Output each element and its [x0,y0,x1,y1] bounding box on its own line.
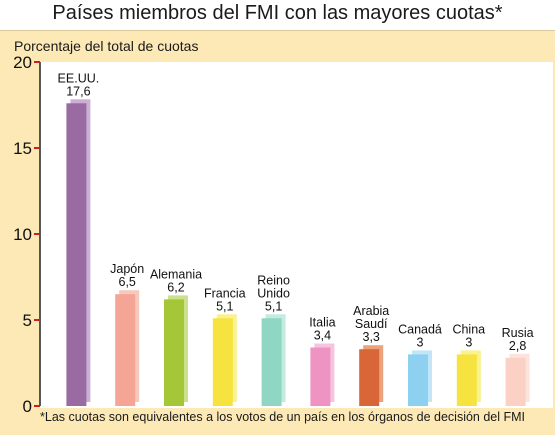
category-label: China [452,322,485,336]
bar-value-label: 3 [465,335,472,349]
category-label: Reino [257,273,290,287]
category-label: Canadá [398,322,442,336]
y-tick-label: 10 [13,225,32,244]
bar-value-label: 5,1 [265,299,282,313]
bar [505,357,526,406]
bar [456,354,477,406]
bar-value-label: 3,3 [363,330,380,344]
y-tick-label: 20 [13,53,32,72]
category-label: EE.UU. [58,71,100,85]
chart-title: Países miembros del FMI con las mayores … [52,2,503,24]
y-tick-label: 15 [13,139,32,158]
bar [66,103,87,406]
bar-value-label: 3,4 [314,329,331,343]
footnote: *Las cuotas son equivalentes a los votos… [40,410,526,424]
bar-value-label: 17,6 [66,84,90,98]
category-label: Unido [257,286,290,300]
bar [261,318,282,406]
bar-value-label: 3 [417,335,424,349]
y-tick-label: 0 [23,397,32,416]
bar [212,318,233,406]
bar-value-label: 5,1 [216,299,233,313]
category-label: Alemania [150,267,202,281]
bar-value-label: 2,8 [509,339,526,353]
bar-value-label: 6,5 [119,275,136,289]
bar [310,347,331,406]
title-band: Países miembros del FMI con las mayores … [0,0,555,31]
category-label: Arabia [353,304,389,318]
bar [164,299,184,406]
y-axis-label: Porcentaje del total de cuotas [14,38,199,54]
y-tick-label: 5 [23,311,32,330]
bar [359,349,380,406]
category-label: Saudí [355,317,388,331]
category-label: Francia [204,286,246,300]
bar [408,354,428,406]
category-label: Rusia [502,326,534,340]
bar [115,294,136,406]
category-label: Japón [110,262,144,276]
bar-value-label: 6,2 [167,280,184,294]
category-label: Italia [309,316,335,330]
